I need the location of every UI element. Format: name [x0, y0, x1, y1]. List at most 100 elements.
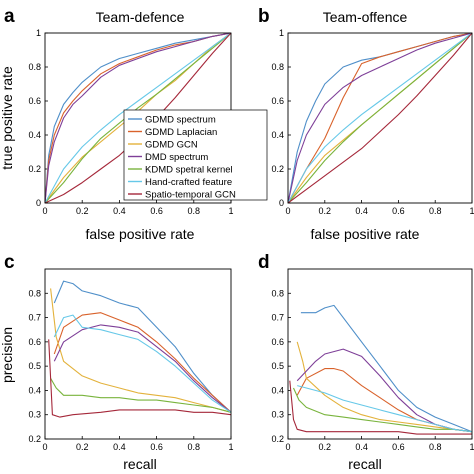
series-line [296, 341, 473, 433]
x-tick-label: 0.6 [392, 206, 405, 216]
x-tick-label: 0 [42, 206, 47, 216]
panel-title-a: Team-defence [96, 9, 185, 25]
panel-a: a Team-defence false positive rate true … [0, 6, 195, 242]
series-line [48, 339, 232, 418]
y-tick-label: 0.3 [271, 410, 284, 420]
x-tick-label: 0.2 [76, 442, 89, 452]
y-tick-label: 0.6 [271, 337, 284, 347]
panel-c: c recall precision [0, 252, 157, 472]
x-tick-label: 0.2 [76, 206, 89, 216]
plot-c: 0 0.2 0.4 0.6 0.8 10.20.30.40.50.60.70.8 [28, 268, 234, 452]
series-line [287, 32, 473, 204]
panel-d: d recall [258, 252, 382, 472]
y-tick-label: 0.6 [271, 96, 284, 106]
x-axis-label-b: false positive rate [311, 226, 420, 242]
x-tick-label: 0.8 [188, 442, 201, 452]
y-tick-label: 0 [279, 198, 284, 208]
x-tick-label: 1 [469, 442, 474, 452]
y-tick-label: 0.2 [271, 434, 284, 444]
x-tick-label: 0.6 [392, 442, 405, 452]
y-tick-label: 0.4 [271, 130, 284, 140]
plot-d: 0 0.2 0.4 0.6 0.8 10.20.30.40.50.60.70.8 [271, 268, 474, 452]
y-tick-label: 0.8 [271, 288, 284, 298]
legend-entry: Spatio-temporal GCN [145, 189, 236, 200]
x-tick-label: 0.8 [188, 206, 201, 216]
x-tick-label: 0 [285, 206, 290, 216]
y-tick-label: 0.6 [28, 96, 41, 106]
series-line [287, 32, 473, 204]
x-tick-label: 1 [228, 442, 233, 452]
series-line [44, 32, 232, 204]
y-tick-label: 1 [279, 28, 284, 38]
y-tick-label: 0.7 [271, 313, 284, 323]
y-tick-label: 0 [36, 198, 41, 208]
series-line [53, 280, 232, 413]
y-tick-label: 0.6 [28, 337, 41, 347]
series-line [287, 32, 473, 204]
legend-entry: GDMD Laplacian [145, 127, 217, 138]
plot-layer: 0 0.2 0.4 0.6 0.8 100.20.40.60.810 0.2 0.4 0.6 0.… [28, 28, 474, 452]
legend-entry: DMD spectrum [145, 152, 208, 163]
series-line [50, 378, 232, 413]
y-tick-label: 0.7 [28, 313, 41, 323]
x-tick-label: 0.4 [355, 442, 368, 452]
series-line [44, 32, 232, 204]
y-tick-label: 1 [36, 28, 41, 38]
panel-title-b: Team-offence [323, 9, 408, 25]
series-line [53, 324, 232, 413]
y-tick-label: 0.4 [28, 130, 41, 140]
x-tick-label: 0.6 [150, 442, 163, 452]
legend-entry: GDMD spectrum [145, 114, 216, 125]
y-axis-label-c: precision [0, 327, 15, 383]
series-line [287, 32, 473, 204]
panel-letter-a: a [4, 6, 15, 27]
x-tick-label: 0.4 [113, 442, 126, 452]
series-line [287, 32, 473, 204]
x-tick-label: 0.4 [355, 206, 368, 216]
y-tick-label: 0.8 [28, 288, 41, 298]
legend-entry: Hand-crafted feature [145, 177, 232, 188]
x-tick-label: 0.4 [113, 206, 126, 216]
x-tick-label: 0 [42, 442, 47, 452]
panel-letter-b: b [258, 6, 270, 27]
series-line [287, 32, 473, 204]
series-line [53, 314, 232, 413]
y-tick-label: 0.3 [28, 410, 41, 420]
panel-letter-c: c [4, 252, 15, 273]
x-tick-label: 0.8 [429, 442, 442, 452]
x-tick-label: 0.8 [429, 206, 442, 216]
plot-frame [287, 32, 473, 204]
y-axis-label-a: true positive rate [0, 66, 15, 170]
series-line [50, 288, 232, 413]
series-line [44, 32, 232, 204]
legend-box [123, 109, 268, 201]
y-tick-label: 0.2 [28, 164, 41, 174]
y-tick-label: 0.5 [28, 361, 41, 371]
y-tick-label: 0.8 [271, 62, 284, 72]
x-tick-label: 1 [228, 206, 233, 216]
x-tick-label: 1 [469, 206, 474, 216]
y-tick-label: 0.8 [28, 62, 41, 72]
series-line [296, 348, 473, 433]
plot-a: 0 0.2 0.4 0.6 0.8 1 0 0.2 0.4 0.6 0.8 1 [28, 28, 233, 216]
x-axis-label-a: false positive rate [86, 226, 195, 242]
series-line [300, 304, 473, 433]
series-line [289, 380, 472, 435]
series-line [53, 312, 232, 413]
x-tick-label: 0.2 [319, 206, 332, 216]
x-tick-label: 0 [285, 442, 290, 452]
plot-frame [287, 268, 473, 440]
plot-b: 0 0.2 0.4 0.6 0.8 1 0 0.2 0.4 0.6 0.8 1 [271, 28, 474, 216]
y-tick-label: 0.2 [271, 164, 284, 174]
y-tick-label: 0.5 [271, 361, 284, 371]
plot-frame [44, 268, 232, 440]
panel-letter-d: d [258, 252, 270, 273]
y-tick-label: 0.4 [271, 385, 284, 395]
series-line [292, 387, 473, 433]
series-line [297, 385, 473, 433]
x-axis-label-c: recall [123, 456, 156, 472]
y-tick-label: 0.2 [28, 434, 41, 444]
x-tick-label: 0.2 [319, 442, 332, 452]
